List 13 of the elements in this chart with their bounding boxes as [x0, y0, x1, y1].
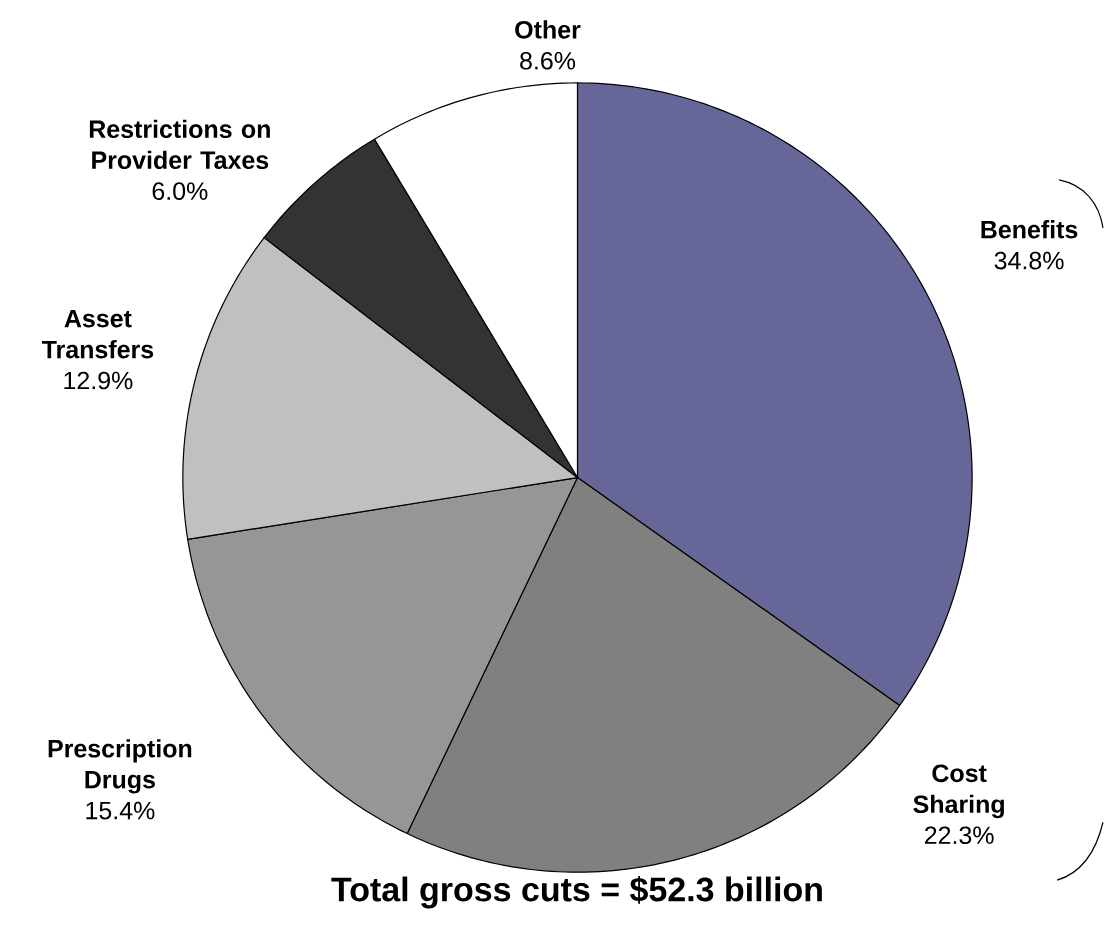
data-label: 34.8%	[994, 251, 1064, 270]
slice-label: Other	[515, 20, 581, 39]
legend-label: Benefits	[981, 220, 1078, 239]
slice-label: Restrictions on Provider Taxes	[89, 119, 270, 169]
data-label: 22.3%	[924, 826, 994, 845]
slice-label: Prescription Drugs	[48, 739, 192, 794]
slice-label: Asset Transfers	[41, 309, 154, 359]
data-label: 6.0%	[152, 182, 208, 200]
text: Total gross cuts = $52.3 billion	[331, 875, 822, 909]
slice-label: Cost Sharing	[913, 764, 1004, 819]
data-label: 8.6%	[520, 51, 576, 70]
data-label: 12.9%	[64, 371, 133, 390]
data-label: 15.4%	[86, 801, 155, 820]
